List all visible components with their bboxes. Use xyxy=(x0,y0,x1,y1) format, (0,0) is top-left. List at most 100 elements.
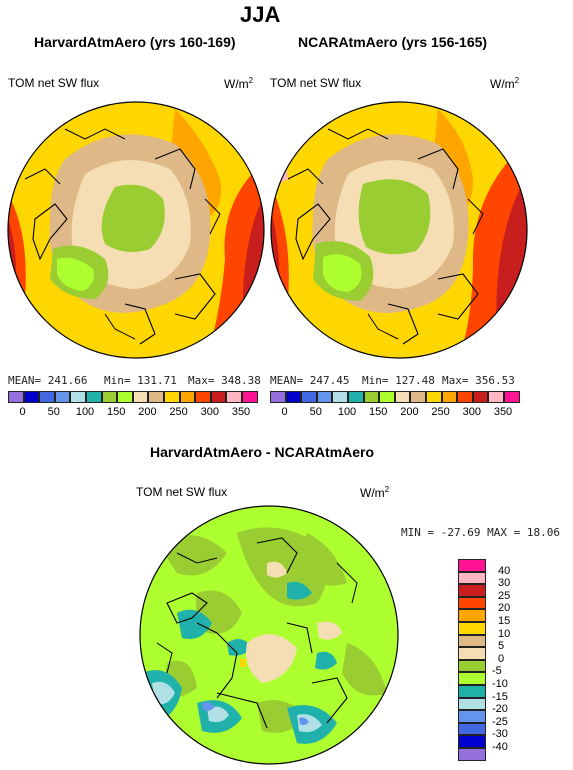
colorbar-tick-label: 50 xyxy=(47,406,60,418)
variable-label-harvard: TOM net SW flux xyxy=(8,76,100,90)
stats-mean-harvard: MEAN= 241.66 xyxy=(8,374,88,387)
diff-colorbar-swatch xyxy=(458,621,486,635)
colorbar-swatch xyxy=(101,391,118,403)
colorbar-swatch xyxy=(226,391,242,403)
colorbar-swatch xyxy=(379,391,395,403)
colorbar-ncar xyxy=(270,391,520,403)
stats-max-ncar: Max= 356.53 xyxy=(442,374,515,387)
diff-colorbar-label: -15 xyxy=(492,690,508,703)
units-label-harvard: W/m2 xyxy=(224,76,254,91)
diff-colorbar-swatch xyxy=(458,659,486,673)
colorbar-swatch xyxy=(23,391,40,403)
diff-colorbar-label: -10 xyxy=(492,678,508,690)
colorbar-swatch xyxy=(472,391,489,403)
colorbar-tick-label: 350 xyxy=(231,406,251,418)
colorbar-swatch xyxy=(54,391,71,403)
diff-colorbar-swatch xyxy=(458,596,486,610)
colorbar-swatch xyxy=(316,391,333,403)
colorbar-swatch xyxy=(425,391,442,403)
colorbar-swatch xyxy=(332,391,348,403)
stats-mean-ncar: MEAN= 247.45 xyxy=(270,374,350,387)
stats-min-harvard: Min= 131.71 xyxy=(104,374,177,387)
colorbar-tick-label: 100 xyxy=(75,406,95,418)
colorbar-swatch xyxy=(488,391,504,403)
diff-units-label: W/m2 xyxy=(360,485,390,500)
colorbar-swatch xyxy=(441,391,458,403)
diff-colorbar-swatch xyxy=(458,722,486,736)
map-harvard xyxy=(7,101,265,359)
colorbar-tick-label: 50 xyxy=(309,406,322,418)
diff-colorbar-label: 10 xyxy=(498,627,511,640)
diff-colorbar-label: 5 xyxy=(498,640,505,653)
colorbar-tick-label: 0 xyxy=(281,406,288,418)
diff-colorbar-swatch xyxy=(458,647,486,660)
colorbar-tick-label: 150 xyxy=(107,406,126,418)
colorbar-swatch xyxy=(285,391,302,403)
diff-colorbar-swatch xyxy=(458,584,486,597)
colorbar-swatch xyxy=(8,391,24,403)
colorbar-swatch xyxy=(85,391,102,403)
diff-colorbar-label: 0 xyxy=(498,652,505,665)
colorbar-swatch xyxy=(410,391,426,403)
colorbar-tick-label: 200 xyxy=(400,406,419,418)
colorbar-tick-label: 250 xyxy=(169,406,188,418)
colorbar-swatch xyxy=(195,391,211,403)
colorbar-swatch xyxy=(301,391,317,403)
colorbar-swatch xyxy=(241,391,258,403)
colorbar-tick-label: 300 xyxy=(462,406,481,418)
diff-colorbar-label: -20 xyxy=(492,703,508,716)
colorbar-swatch xyxy=(394,391,411,403)
colorbar-tick-label: 350 xyxy=(493,406,513,418)
diff-colorbar-swatch xyxy=(458,747,486,761)
diff-colorbar-swatch xyxy=(458,684,486,698)
colorbar-harvard xyxy=(8,391,258,403)
colorbar-swatch xyxy=(148,391,164,403)
diff-colorbar xyxy=(458,559,486,761)
diff-colorbar-label: -40 xyxy=(492,741,508,753)
diff-colorbar-swatch xyxy=(458,634,486,648)
variable-label-ncar: TOM net SW flux xyxy=(270,76,362,90)
colorbar-swatch xyxy=(347,391,364,403)
diff-colorbar-label: 25 xyxy=(498,589,511,602)
diff-variable-label: TOM net SW flux xyxy=(136,485,228,499)
diff-colorbar-swatch xyxy=(458,735,486,748)
diff-colorbar-swatch xyxy=(458,672,486,685)
colorbar-swatch xyxy=(457,391,473,403)
diff-colorbar-label: -5 xyxy=(492,665,502,678)
colorbar-tick-label: 200 xyxy=(138,406,157,418)
colorbar-swatch xyxy=(39,391,55,403)
diff-colorbar-label: 15 xyxy=(498,615,511,627)
colorbar-swatch xyxy=(503,391,520,403)
diff-colorbar-swatch xyxy=(458,559,486,572)
diff-minmax: MIN = -27.69 MAX = 18.06 xyxy=(401,526,560,539)
colorbar-tick-label: 300 xyxy=(200,406,219,418)
colorbar-swatch xyxy=(163,391,180,403)
panel-title-harvard: HarvardAtmAero (yrs 160-169) xyxy=(34,34,236,50)
diff-colorbar-swatch xyxy=(458,697,486,711)
colorbar-swatch xyxy=(70,391,86,403)
colorbar-swatch xyxy=(363,391,380,403)
colorbar-tick-label: 0 xyxy=(19,406,26,418)
diff-colorbar-label: 20 xyxy=(498,602,511,615)
colorbar-swatch xyxy=(270,391,286,403)
map-ncar xyxy=(270,101,528,359)
diff-colorbar-swatch xyxy=(458,710,486,723)
diff-colorbar-label: -25 xyxy=(492,715,508,728)
diff-colorbar-swatch xyxy=(458,571,486,585)
colorbar-swatch xyxy=(117,391,133,403)
diff-colorbar-label: 40 xyxy=(498,564,511,577)
map-difference xyxy=(139,505,399,765)
diff-colorbar-label: 30 xyxy=(498,577,511,590)
colorbar-swatch xyxy=(179,391,196,403)
diff-title: HarvardAtmAero - NCARAtmAero xyxy=(150,444,375,460)
colorbar-tick-label: 100 xyxy=(337,406,357,418)
colorbar-tick-label: 150 xyxy=(369,406,388,418)
stats-min-ncar: Min= 127.48 xyxy=(362,374,435,387)
diff-colorbar-swatch xyxy=(458,609,486,622)
stats-max-harvard: Max= 348.38 xyxy=(188,374,261,387)
colorbar-tick-label: 250 xyxy=(431,406,450,418)
diff-colorbar-label: -30 xyxy=(492,728,508,741)
panel-title-ncar: NCARAtmAero (yrs 156-165) xyxy=(298,34,488,50)
colorbar-swatch xyxy=(132,391,149,403)
season-title: JJA xyxy=(240,2,281,27)
